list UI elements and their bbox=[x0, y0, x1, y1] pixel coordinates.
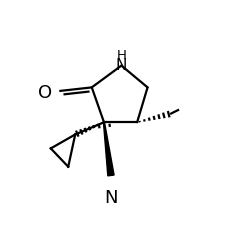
Text: N: N bbox=[116, 58, 127, 73]
Polygon shape bbox=[104, 123, 114, 176]
Text: N: N bbox=[104, 188, 118, 206]
Text: H: H bbox=[117, 48, 126, 62]
Text: O: O bbox=[38, 84, 52, 101]
